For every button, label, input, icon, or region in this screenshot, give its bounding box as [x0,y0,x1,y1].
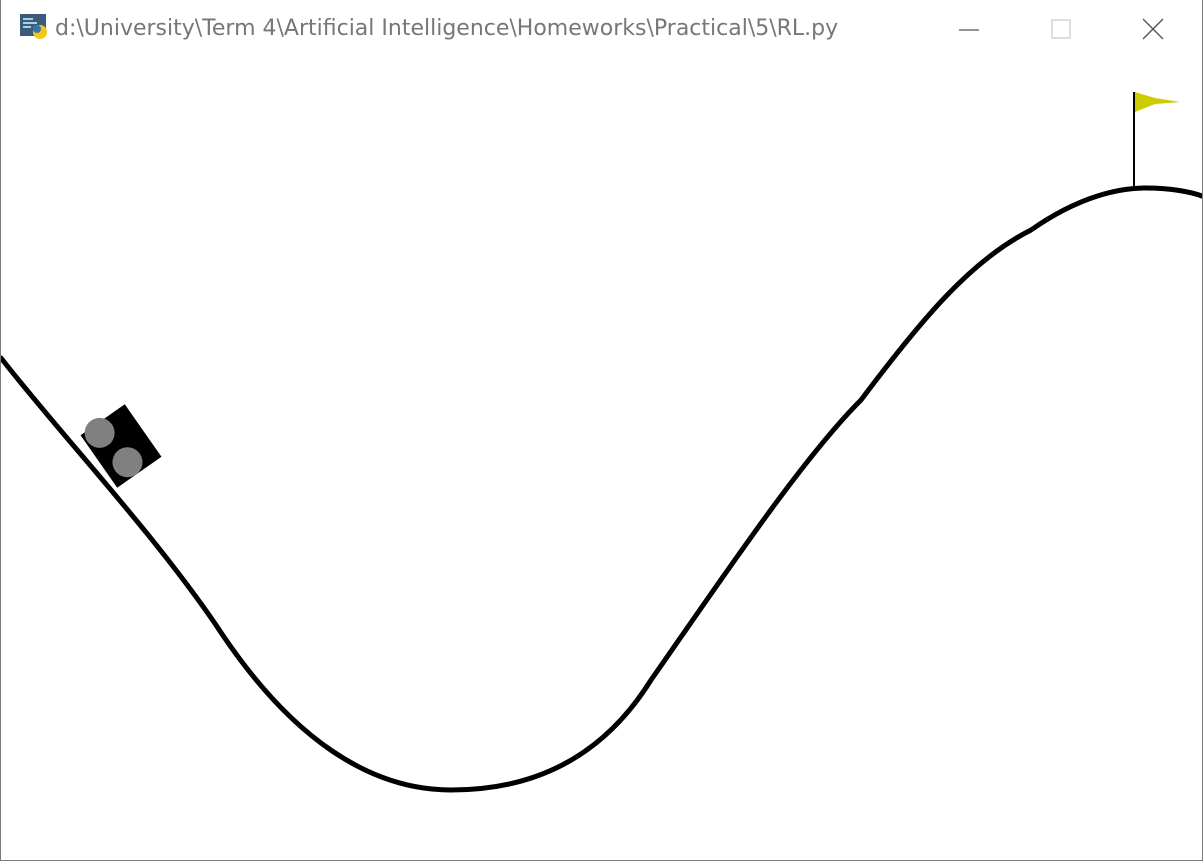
python-icon [20,14,47,39]
minimize-icon [959,28,979,31]
car [80,404,162,488]
close-icon [1142,18,1164,39]
maximize-icon [1051,18,1071,39]
flag-banner [1135,92,1180,112]
window-title: d:\University\Term 4\Artificial Intellig… [55,16,839,41]
car-wheel-front [84,417,115,448]
mountain-track [1,185,1202,793]
car-wheel-rear [112,447,143,478]
title-bar[interactable]: d:\University\Term 4\Artificial Intellig… [1,0,1202,57]
minimize-button[interactable] [923,0,1015,57]
maximize-button[interactable] [1015,0,1107,57]
close-button[interactable] [1107,0,1199,57]
flag [1133,92,1180,188]
